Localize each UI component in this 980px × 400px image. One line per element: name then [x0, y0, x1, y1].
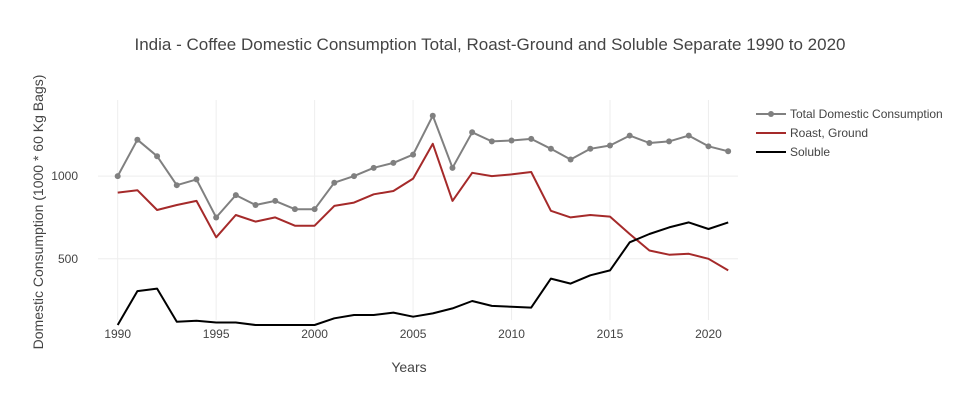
- data-point: [370, 164, 377, 171]
- data-point: [587, 145, 594, 152]
- legend-label: Roast, Ground: [790, 126, 868, 140]
- legend-marker: [768, 111, 774, 117]
- legend-item[interactable]: Total Domestic Consumption: [756, 107, 943, 121]
- data-point: [528, 135, 535, 142]
- x-tick-label: 1995: [203, 327, 230, 341]
- data-point: [173, 182, 180, 189]
- series-0: [114, 112, 732, 221]
- data-point: [331, 179, 338, 186]
- series-1: [117, 142, 729, 272]
- data-point: [646, 140, 653, 147]
- y-axis-title: Domestic Consumption (1000 * 60 Kg Bags): [30, 75, 46, 350]
- data-point: [351, 173, 357, 180]
- x-tick-label: 2015: [597, 327, 624, 341]
- data-point: [134, 136, 141, 143]
- legend-item[interactable]: Soluble: [756, 145, 830, 159]
- y-tick-label: 1000: [51, 169, 78, 183]
- chart-title: India - Coffee Domestic Consumption Tota…: [135, 35, 846, 54]
- data-point: [232, 192, 239, 199]
- data-point: [154, 153, 161, 160]
- data-point: [685, 132, 692, 139]
- y-tick-label: 500: [58, 252, 78, 266]
- legend-label: Total Domestic Consumption: [790, 107, 943, 121]
- x-tick-label: 2005: [400, 327, 427, 341]
- x-tick-label: 2020: [695, 327, 722, 341]
- x-tick-label: 2010: [498, 327, 525, 341]
- data-point: [547, 145, 554, 152]
- series-2: [116, 221, 729, 326]
- data-point: [193, 176, 200, 183]
- x-axis-ticks: 1990 1995 2000 2005 2010 2015 2020: [104, 327, 722, 341]
- data-point: [666, 138, 673, 145]
- series-line: [116, 221, 729, 326]
- data-point: [449, 164, 456, 171]
- data-point: [410, 151, 417, 158]
- data-point: [429, 112, 436, 119]
- legend-label: Soluble: [790, 145, 830, 159]
- data-point: [114, 173, 121, 180]
- data-point: [626, 132, 633, 139]
- data-point: [311, 206, 318, 213]
- data-point: [705, 143, 712, 150]
- data-point: [567, 156, 574, 163]
- data-point: [390, 159, 397, 166]
- data-point: [725, 148, 732, 155]
- x-tick-label: 2000: [301, 327, 328, 341]
- series-line: [117, 142, 729, 272]
- legend[interactable]: Total Domestic Consumption Roast, Ground S…: [756, 107, 943, 159]
- x-tick-label: 1990: [104, 327, 131, 341]
- data-point: [291, 206, 298, 213]
- data-point: [213, 214, 220, 221]
- legend-item[interactable]: Roast, Ground: [756, 126, 868, 140]
- data-point: [272, 197, 279, 204]
- y-axis-ticks: 500 1000: [51, 169, 78, 266]
- x-axis-title: Years: [391, 359, 426, 375]
- series-group: [114, 112, 732, 326]
- data-point: [607, 142, 613, 149]
- series-line: [116, 114, 729, 219]
- data-point: [252, 202, 259, 209]
- data-point: [508, 137, 515, 144]
- data-point: [469, 129, 476, 136]
- data-point: [488, 138, 495, 145]
